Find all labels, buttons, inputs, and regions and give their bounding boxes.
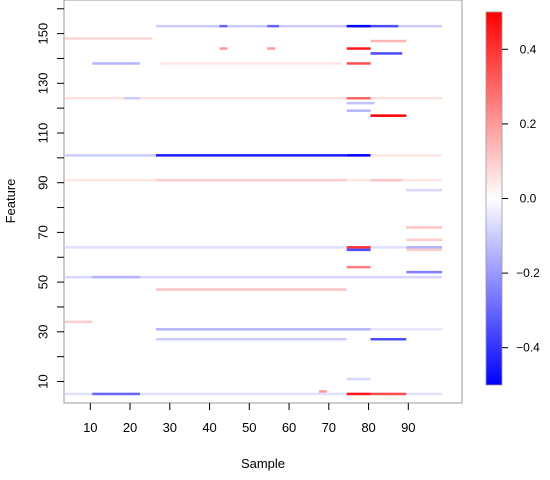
x-tick-label: 50 <box>242 420 256 435</box>
heatmap-cell <box>370 392 407 396</box>
y-tick-label: 10 <box>36 374 51 388</box>
plot-frame <box>63 0 463 404</box>
heatmap-cell <box>346 101 375 105</box>
y-axis: 10 30 50 70 90 110 130 150 <box>36 8 64 389</box>
heatmap-cell <box>155 288 347 291</box>
colorbar-tick-label: −0.2 <box>516 266 540 280</box>
heatmap-cell <box>346 24 371 28</box>
heatmap-cell <box>406 226 443 229</box>
y-tick-label: 30 <box>36 325 51 339</box>
heatmap-cell <box>124 97 140 100</box>
heatmap-cell <box>155 338 347 341</box>
heatmap-cell <box>370 154 443 157</box>
heatmap-cell <box>155 179 347 182</box>
heatmap-cell <box>155 154 347 157</box>
colorbar-tick-label: 0.0 <box>520 192 537 206</box>
heatmap-cell <box>65 246 443 249</box>
heatmap-cell <box>370 114 407 117</box>
heatmap-cell <box>346 47 371 50</box>
heatmap-cell <box>65 392 443 396</box>
heatmap-cell <box>65 320 93 324</box>
heatmap-cell <box>267 47 276 50</box>
heatmap-cell <box>346 62 371 65</box>
x-tick-label: 40 <box>202 420 216 435</box>
y-tick-label: 110 <box>36 123 51 144</box>
colorbar-tick-label: 0.2 <box>520 117 537 131</box>
y-tick-label: 50 <box>36 275 51 289</box>
heatmap-cell <box>370 24 399 28</box>
x-tick-label: 60 <box>282 420 296 435</box>
x-tick-label: 30 <box>163 420 177 435</box>
colorbar-tick-label: −0.4 <box>516 341 540 355</box>
heatmap-cell <box>346 377 371 381</box>
colorbar-axis: 0.4 0.2 0.0 −0.2 −0.4 <box>502 42 540 355</box>
heatmap-cell <box>370 39 407 43</box>
x-tick-label: 10 <box>83 420 97 435</box>
heatmap-cell <box>406 246 443 249</box>
heatmap-cell <box>346 392 371 396</box>
heatmap-cell <box>267 24 280 28</box>
heatmap-cell <box>65 37 152 40</box>
heatmap-cell <box>406 188 443 192</box>
heatmap-cell <box>155 24 443 28</box>
heatmap-cell <box>219 24 228 28</box>
heatmap-cell <box>65 97 443 100</box>
heatmap-cell <box>92 275 140 279</box>
heatmap-cell <box>370 338 407 341</box>
x-tick-label: 70 <box>322 420 336 435</box>
heatmap-cells <box>65 24 443 396</box>
heatmap-cell <box>346 109 371 112</box>
heatmap-cell <box>346 97 371 100</box>
heatmap-cell <box>219 47 228 50</box>
heatmap-cell <box>318 390 327 393</box>
heatmap-cell <box>346 248 371 252</box>
heatmap-cell <box>346 154 371 157</box>
heatmap-cell <box>346 246 371 249</box>
colorbar <box>485 11 503 386</box>
heatmap-cell <box>92 62 140 65</box>
heatmap-cell <box>92 392 140 396</box>
x-axis: 10 20 30 40 50 60 70 80 90 <box>83 403 416 435</box>
heatmap-cell <box>406 248 443 252</box>
x-tick-label: 90 <box>401 420 415 435</box>
heatmap-cell <box>155 328 371 331</box>
x-tick-label: 20 <box>123 420 137 435</box>
heatmap-cell <box>159 62 343 65</box>
heatmap-cell <box>370 179 403 182</box>
colorbar-tick-label: 0.4 <box>520 42 537 56</box>
y-tick-label: 70 <box>36 225 51 239</box>
y-axis-title: Feature <box>3 179 18 224</box>
heatmap-cell <box>370 328 443 331</box>
heatmap-cell <box>406 270 443 274</box>
x-axis-title: Sample <box>241 456 285 471</box>
y-tick-label: 130 <box>36 72 51 94</box>
heatmap-cell <box>406 238 443 242</box>
x-tick-label: 80 <box>361 420 375 435</box>
y-tick-label: 150 <box>36 23 51 45</box>
heatmap-cell <box>370 52 403 55</box>
heatmap-cell <box>65 154 156 157</box>
y-tick-label: 90 <box>36 175 51 189</box>
heatmap-cell <box>346 265 371 269</box>
heatmap-cell <box>65 275 443 279</box>
